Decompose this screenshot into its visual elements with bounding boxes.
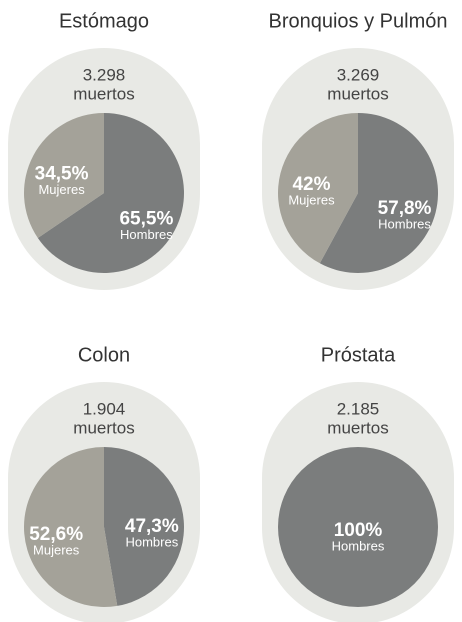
- total-label: 2.185: [337, 399, 380, 418]
- value-label: 100%: [334, 520, 383, 541]
- chart-title: Colon: [78, 344, 130, 366]
- value-label: 57,8%: [378, 198, 432, 219]
- category-label: Hombres: [378, 216, 431, 231]
- pie-slice: [24, 113, 104, 238]
- total-label: 1.904: [83, 399, 126, 418]
- category-label: Hombres: [120, 227, 173, 242]
- category-label: Mujeres: [38, 182, 85, 197]
- total-label: muertos: [327, 418, 388, 437]
- category-label: Hombres: [125, 534, 178, 549]
- total-label: muertos: [327, 84, 388, 103]
- total-label: muertos: [73, 84, 134, 103]
- pie-slice: [278, 447, 438, 607]
- pie-slice: [319, 113, 438, 273]
- category-label: Hombres: [332, 538, 385, 553]
- total-label: 3.298: [83, 65, 126, 84]
- category-label: Mujeres: [33, 542, 80, 557]
- total-label: muertos: [73, 418, 134, 437]
- value-label: 65,5%: [119, 208, 173, 229]
- value-label: 34,5%: [35, 164, 89, 185]
- value-label: 47,3%: [125, 516, 179, 537]
- value-label: 52,6%: [29, 524, 83, 545]
- value-label: 42%: [292, 174, 330, 195]
- chart-title: Próstata: [321, 344, 396, 366]
- category-label: Mujeres: [288, 193, 335, 208]
- pie-slice: [37, 113, 184, 274]
- chart-title: Bronquios y Pulmón: [269, 10, 448, 32]
- pie-slice: [278, 113, 358, 264]
- pie-slice: [24, 447, 118, 607]
- pie-slice: [104, 447, 185, 606]
- total-label: 3.269: [337, 65, 380, 84]
- chart-title: Estómago: [59, 10, 149, 32]
